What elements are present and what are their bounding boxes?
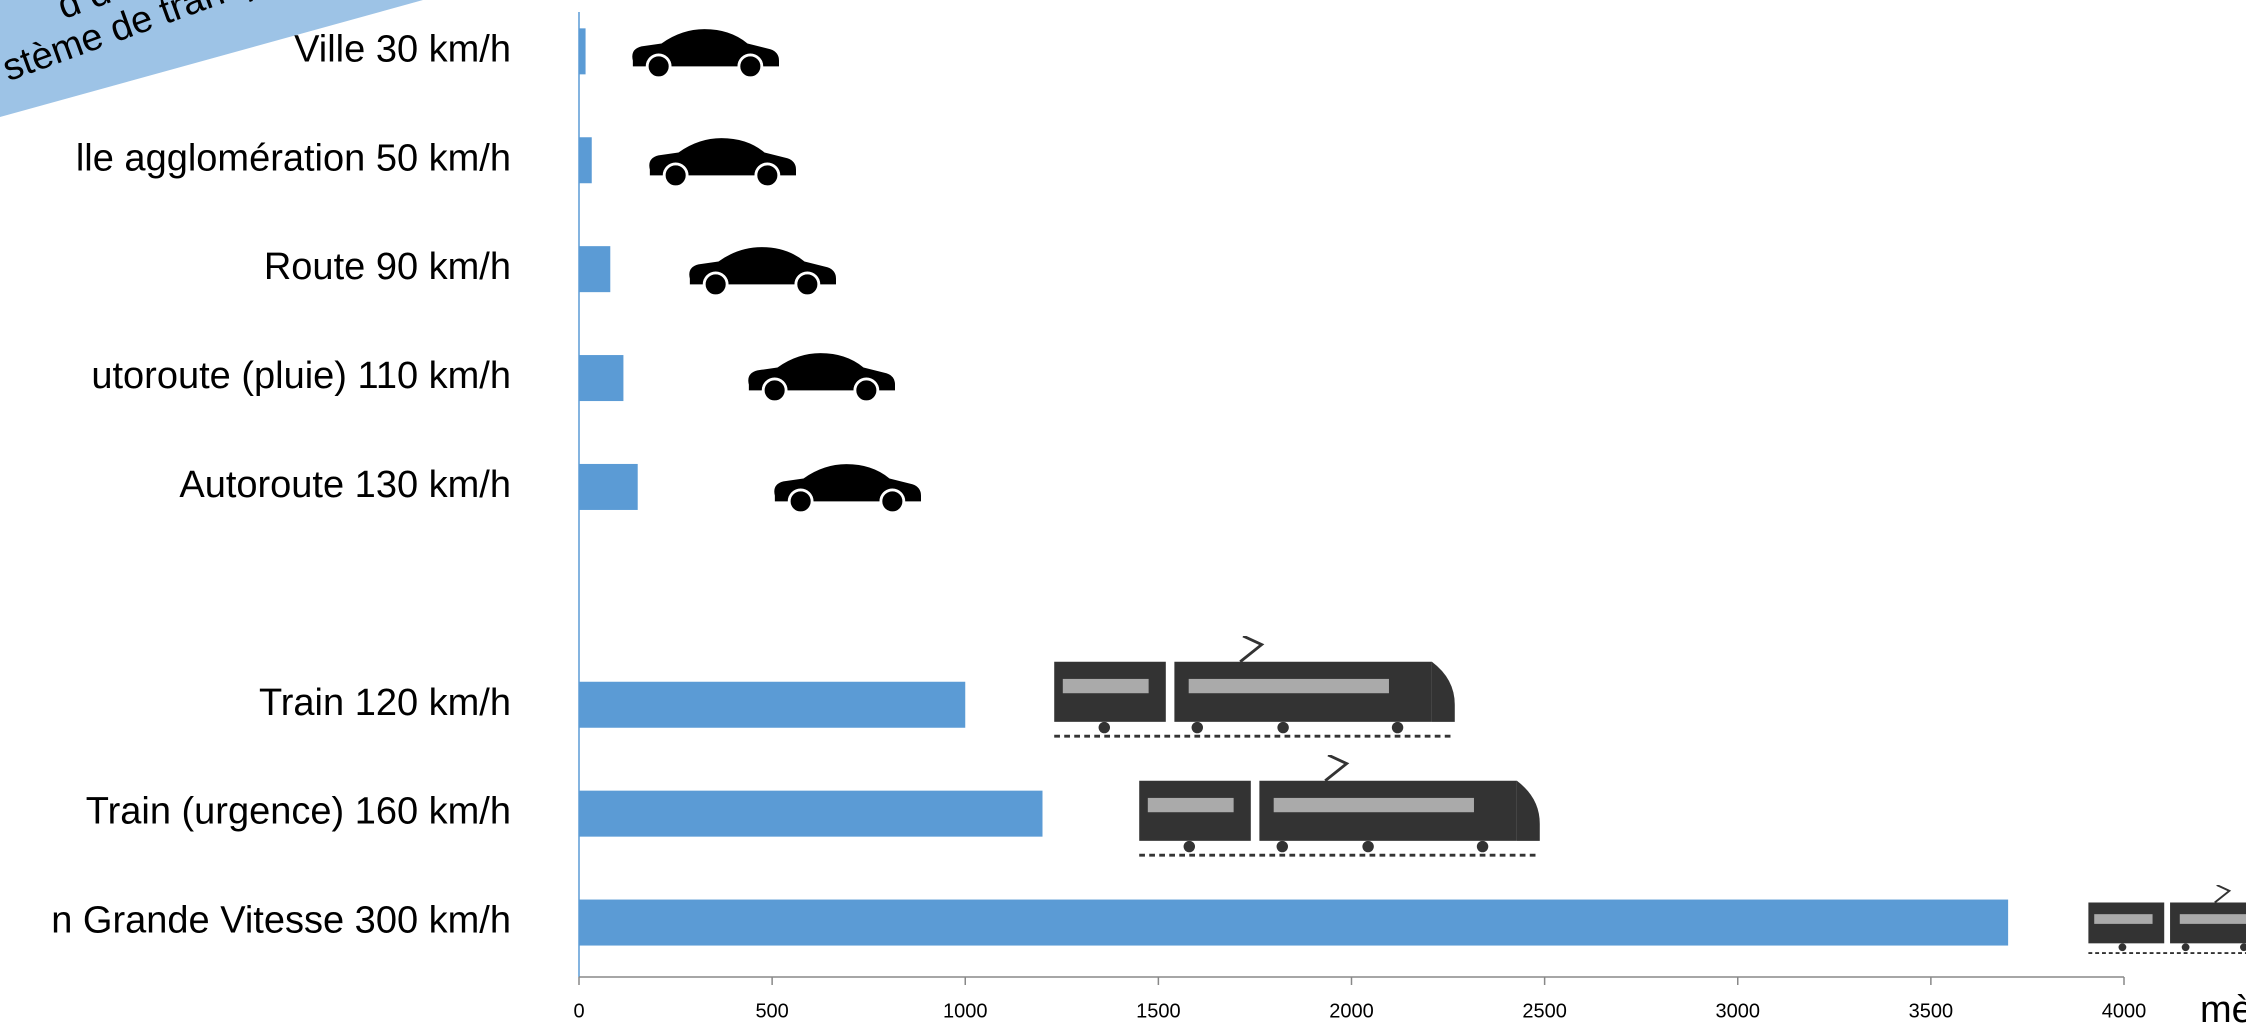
bar [579, 463, 638, 510]
x-tick-label: 0 [573, 1000, 584, 1022]
bar [579, 28, 586, 75]
x-tick-label: 3000 [1716, 1000, 1761, 1022]
bar [579, 899, 2009, 946]
y-tick-label: utoroute (pluie) 110 km/h [91, 355, 511, 397]
y-tick-label: Route 90 km/h [264, 246, 511, 288]
bar [579, 137, 592, 184]
x-tick-label: 1500 [1136, 1000, 1181, 1022]
bar [579, 355, 624, 402]
x-tick-label: 3500 [1909, 1000, 1954, 1022]
y-tick-label: Ville 30 km/h [294, 28, 511, 70]
x-tick-label: 4000 [2102, 1000, 2147, 1022]
x-tick-label: 2000 [1329, 1000, 1374, 1022]
y-tick-label: Train 120 km/h [259, 682, 511, 724]
x-tick-label: 500 [755, 1000, 788, 1022]
bar [579, 681, 966, 728]
y-tick-label: lle agglomération 50 km/h [76, 137, 511, 179]
y-tick-label: Autoroute 130 km/h [179, 464, 511, 506]
y-tick-label: n Grande Vitesse 300 km/h [51, 900, 511, 942]
bar [579, 246, 611, 293]
x-tick-label: 2500 [1522, 1000, 1567, 1022]
bar [579, 790, 1043, 837]
banner [0, 0, 423, 117]
y-tick-label: Train (urgence) 160 km/h [86, 791, 511, 833]
x-axis-label: mè [2200, 989, 2246, 1031]
x-tick-label: 1000 [943, 1000, 988, 1022]
